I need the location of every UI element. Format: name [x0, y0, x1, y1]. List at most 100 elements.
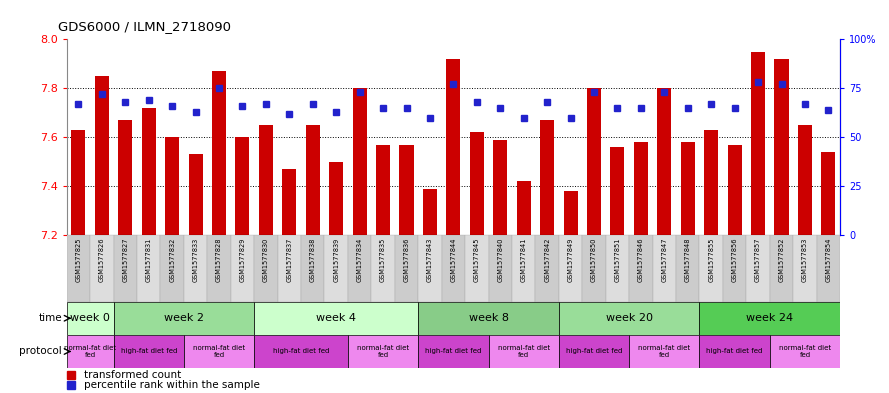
- Bar: [301, 235, 324, 302]
- Bar: [353, 88, 366, 235]
- Bar: [469, 132, 484, 235]
- Bar: [559, 235, 582, 302]
- Bar: [165, 137, 180, 235]
- Text: normal-fat diet
fed: normal-fat diet fed: [193, 345, 245, 358]
- Text: GSM1577839: GSM1577839: [333, 238, 340, 282]
- Text: GSM1577855: GSM1577855: [709, 238, 714, 282]
- Text: high-fat diet fed: high-fat diet fed: [565, 349, 622, 354]
- Bar: [376, 145, 390, 235]
- Text: GSM1577826: GSM1577826: [99, 238, 105, 282]
- Text: GSM1577840: GSM1577840: [497, 238, 503, 282]
- Bar: [254, 335, 348, 368]
- Bar: [348, 335, 418, 368]
- Bar: [207, 235, 231, 302]
- Bar: [254, 235, 277, 302]
- Bar: [700, 235, 723, 302]
- Bar: [611, 147, 624, 235]
- Bar: [605, 235, 629, 302]
- Bar: [329, 162, 343, 235]
- Bar: [423, 189, 437, 235]
- Text: normal-fat diet
fed: normal-fat diet fed: [498, 345, 549, 358]
- Text: GSM1577832: GSM1577832: [169, 238, 175, 282]
- Text: GSM1577831: GSM1577831: [146, 238, 152, 282]
- Text: week 2: week 2: [164, 313, 204, 323]
- Bar: [723, 235, 747, 302]
- Text: week 20: week 20: [605, 313, 653, 323]
- Bar: [564, 191, 578, 235]
- Text: normal-fat diet
fed: normal-fat diet fed: [64, 345, 116, 358]
- Bar: [283, 169, 296, 235]
- Bar: [67, 335, 114, 368]
- Text: GSM1577851: GSM1577851: [614, 238, 621, 282]
- Text: GSM1577829: GSM1577829: [239, 238, 245, 282]
- Bar: [559, 302, 700, 335]
- Bar: [559, 335, 629, 368]
- Text: GSM1577849: GSM1577849: [567, 238, 573, 282]
- Bar: [324, 235, 348, 302]
- Bar: [517, 181, 531, 235]
- Text: normal-fat diet
fed: normal-fat diet fed: [638, 345, 691, 358]
- Text: GSM1577842: GSM1577842: [544, 238, 550, 282]
- Bar: [657, 88, 671, 235]
- Bar: [700, 302, 840, 335]
- Bar: [114, 335, 184, 368]
- Bar: [118, 120, 132, 235]
- Text: high-fat diet fed: high-fat diet fed: [121, 349, 177, 354]
- Text: GSM1577856: GSM1577856: [732, 238, 738, 282]
- Text: GSM1577857: GSM1577857: [755, 238, 761, 282]
- Text: GSM1577837: GSM1577837: [286, 238, 292, 282]
- Bar: [817, 235, 840, 302]
- Bar: [582, 235, 605, 302]
- Bar: [67, 235, 90, 302]
- Bar: [418, 335, 489, 368]
- Bar: [747, 235, 770, 302]
- Text: GSM1577845: GSM1577845: [474, 238, 480, 282]
- Text: time: time: [38, 313, 62, 323]
- Bar: [770, 335, 840, 368]
- Bar: [67, 302, 114, 335]
- Text: GSM1577850: GSM1577850: [591, 238, 597, 282]
- Bar: [774, 59, 789, 235]
- Bar: [188, 154, 203, 235]
- Text: high-fat diet fed: high-fat diet fed: [425, 349, 482, 354]
- Text: transformed count: transformed count: [84, 371, 181, 380]
- Bar: [395, 235, 418, 302]
- Bar: [446, 59, 461, 235]
- Text: GSM1577841: GSM1577841: [521, 238, 526, 282]
- Bar: [254, 302, 418, 335]
- Text: GSM1577836: GSM1577836: [404, 238, 410, 282]
- Bar: [71, 130, 85, 235]
- Bar: [277, 235, 301, 302]
- Bar: [442, 235, 465, 302]
- Bar: [231, 235, 254, 302]
- Bar: [160, 235, 184, 302]
- Bar: [137, 235, 160, 302]
- Bar: [704, 130, 718, 235]
- Text: GSM1577828: GSM1577828: [216, 238, 222, 282]
- Text: GSM1577835: GSM1577835: [380, 238, 386, 282]
- Bar: [212, 71, 226, 235]
- Bar: [512, 235, 535, 302]
- Text: normal-fat diet
fed: normal-fat diet fed: [779, 345, 831, 358]
- Text: GSM1577834: GSM1577834: [356, 238, 363, 282]
- Bar: [634, 142, 648, 235]
- Text: GSM1577843: GSM1577843: [427, 238, 433, 282]
- Text: GSM1577847: GSM1577847: [661, 238, 668, 282]
- Text: normal-fat diet
fed: normal-fat diet fed: [357, 345, 409, 358]
- Bar: [681, 142, 695, 235]
- Bar: [348, 235, 372, 302]
- Bar: [114, 235, 137, 302]
- Text: GSM1577846: GSM1577846: [638, 238, 644, 282]
- Text: week 0: week 0: [70, 313, 110, 323]
- Text: high-fat diet fed: high-fat diet fed: [707, 349, 763, 354]
- Bar: [184, 335, 254, 368]
- Text: percentile rank within the sample: percentile rank within the sample: [84, 380, 260, 390]
- Bar: [141, 108, 156, 235]
- Text: high-fat diet fed: high-fat diet fed: [273, 349, 329, 354]
- Bar: [489, 335, 559, 368]
- Bar: [418, 302, 559, 335]
- Text: GSM1577848: GSM1577848: [685, 238, 691, 282]
- Text: GSM1577852: GSM1577852: [779, 238, 784, 282]
- Text: GSM1577833: GSM1577833: [193, 238, 198, 282]
- Text: week 4: week 4: [316, 313, 356, 323]
